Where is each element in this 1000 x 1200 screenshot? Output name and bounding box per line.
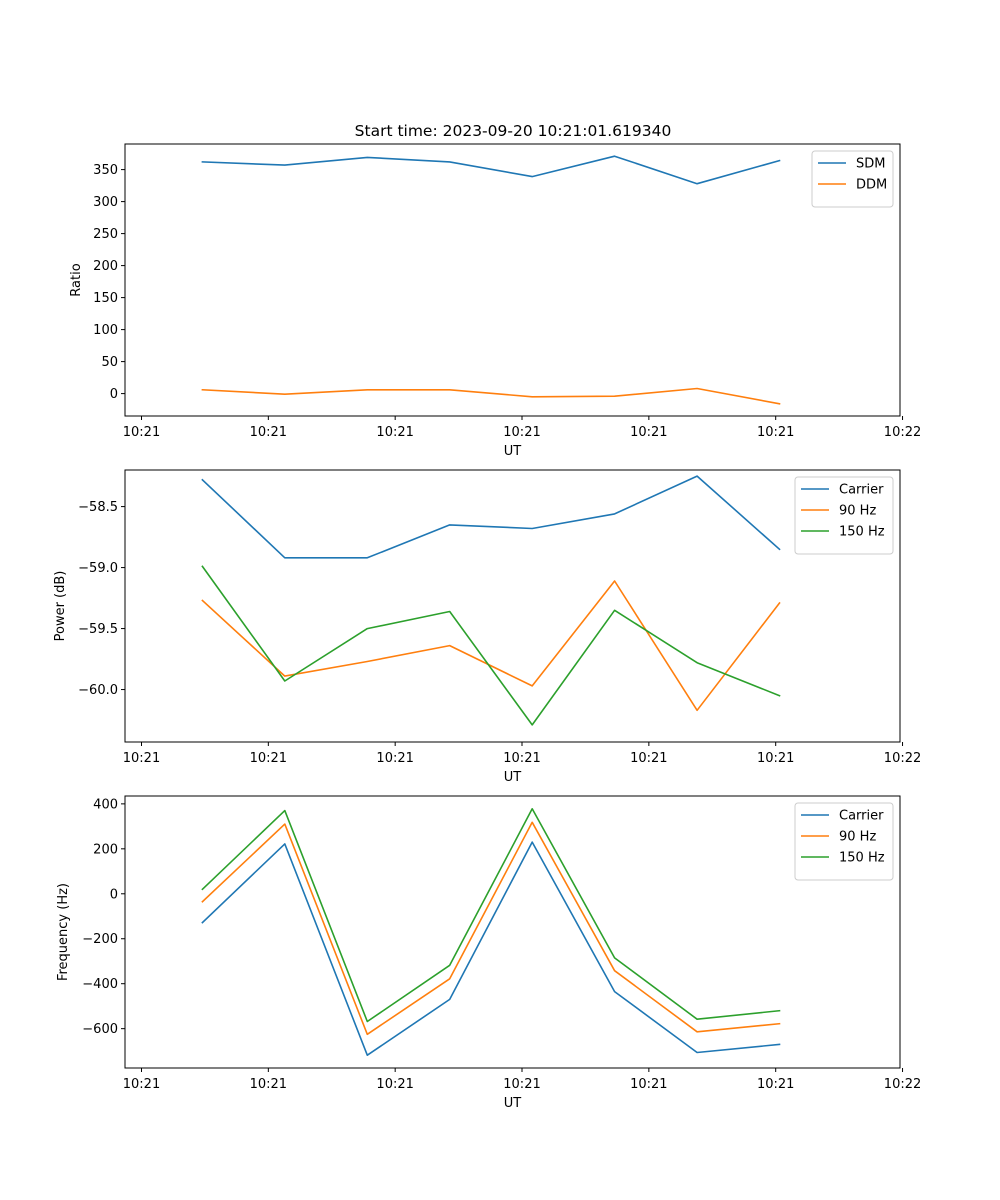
frequency-y-tick-label: −600 — [82, 1022, 118, 1037]
ratio-y-tick-label: 0 — [110, 387, 118, 402]
power-series-150-hz — [201, 565, 781, 726]
frequency-x-tick-label: 10:21 — [503, 1077, 540, 1092]
power-x-tick-label: 10:21 — [630, 751, 667, 766]
power-x-tick-label: 10:21 — [376, 751, 413, 766]
ratio-legend: SDM DDM — [811, 150, 894, 208]
power-series-90-hz — [201, 580, 781, 712]
power-legend-label: Carrier — [839, 483, 884, 498]
ratio-y-tick-label: 250 — [93, 227, 118, 242]
frequency-legend-label: Carrier — [839, 809, 884, 824]
frequency-series-carrier — [201, 841, 781, 1056]
ratio-x-tick-label: 10:21 — [250, 425, 287, 440]
ratio-series-ddm — [201, 387, 781, 405]
ratio-x-tick-label: 10:21 — [757, 425, 794, 440]
power-legend-box — [794, 476, 894, 555]
power-x-tick-label: 10:22 — [884, 751, 921, 766]
frequency-x-tick-label: 10:21 — [123, 1077, 160, 1092]
ratio-y-axis-label: Ratio — [69, 263, 84, 296]
ratio-y-tick-label: 150 — [93, 291, 118, 306]
power-legend-label: 90 Hz — [839, 504, 876, 519]
frequency-y-tick-label: −400 — [82, 977, 118, 992]
power-x-tick-label: 10:21 — [503, 751, 540, 766]
frequency-x-tick-label: 10:22 — [884, 1077, 921, 1092]
frequency-series-90-hz — [201, 821, 781, 1036]
ratio-series-sdm — [201, 155, 781, 185]
frequency-series-150-hz — [201, 807, 781, 1023]
power-series-carrier — [201, 475, 781, 559]
ratio-x-tick-label: 10:21 — [376, 425, 413, 440]
power-y-tick-label: −58.5 — [78, 500, 118, 515]
power-y-tick-label: −59.0 — [78, 561, 118, 576]
frequency-y-tick-label: 0 — [110, 887, 118, 902]
ratio-legend-box — [811, 150, 894, 208]
frequency-x-tick-label: 10:21 — [376, 1077, 413, 1092]
power-x-tick-label: 10:21 — [250, 751, 287, 766]
frequency-y-tick-label: −200 — [82, 932, 118, 947]
frequency-panel: 10:21 10:21 10:21 10:21 10:21 10:21 10:22 −600 −… — [56, 795, 921, 1111]
power-x-tick-label: 10:21 — [123, 751, 160, 766]
frequency-y-tick-label: 200 — [93, 842, 118, 857]
power-axes-frame — [124, 469, 901, 743]
power-legend: Carrier 90 Hz 150 Hz — [794, 476, 894, 555]
frequency-legend-box — [794, 802, 894, 881]
ratio-y-tick-label: 200 — [93, 259, 118, 274]
power-legend-label: 150 Hz — [839, 525, 885, 540]
ratio-y-tick-label: 350 — [93, 163, 118, 178]
power-panel: 10:21 10:21 10:21 10:21 10:21 10:21 10:22 −60.0… — [53, 469, 921, 785]
frequency-legend-label: 150 Hz — [839, 851, 885, 866]
ratio-legend-label: SDM — [856, 157, 885, 172]
ratio-x-tick-label: 10:21 — [123, 425, 160, 440]
ratio-x-tick-label: 10:22 — [884, 425, 921, 440]
frequency-legend: Carrier 90 Hz 150 Hz — [794, 802, 894, 881]
frequency-axes-frame — [124, 795, 901, 1069]
frequency-y-tick-label: 400 — [93, 797, 118, 812]
ratio-panel: 10:21 10:21 10:21 10:21 10:21 10:21 10:22 0 50 10… — [69, 143, 921, 459]
frequency-x-tick-label: 10:21 — [630, 1077, 667, 1092]
ratio-axes-frame — [124, 143, 901, 417]
ratio-y-tick-label: 300 — [93, 195, 118, 210]
power-y-tick-label: −59.5 — [78, 622, 118, 637]
frequency-y-axis-label: Frequency (Hz) — [56, 883, 71, 981]
chart-title: Start time: 2023-09-20 10:21:01.619340 — [355, 122, 672, 140]
ratio-x-tick-label: 10:21 — [630, 425, 667, 440]
ratio-y-tick-label: 100 — [93, 323, 118, 338]
frequency-x-tick-label: 10:21 — [757, 1077, 794, 1092]
frequency-legend-label: 90 Hz — [839, 830, 876, 845]
power-y-axis-label: Power (dB) — [53, 571, 68, 642]
ratio-y-tick-label: 50 — [101, 355, 118, 370]
ratio-x-axis-label: UT — [504, 444, 522, 459]
frequency-x-tick-label: 10:21 — [250, 1077, 287, 1092]
power-x-axis-label: UT — [504, 770, 522, 785]
power-x-tick-label: 10:21 — [757, 751, 794, 766]
ratio-legend-label: DDM — [856, 178, 887, 193]
power-y-tick-label: −60.0 — [78, 683, 118, 698]
frequency-x-axis-label: UT — [504, 1096, 522, 1111]
ratio-x-tick-label: 10:21 — [503, 425, 540, 440]
